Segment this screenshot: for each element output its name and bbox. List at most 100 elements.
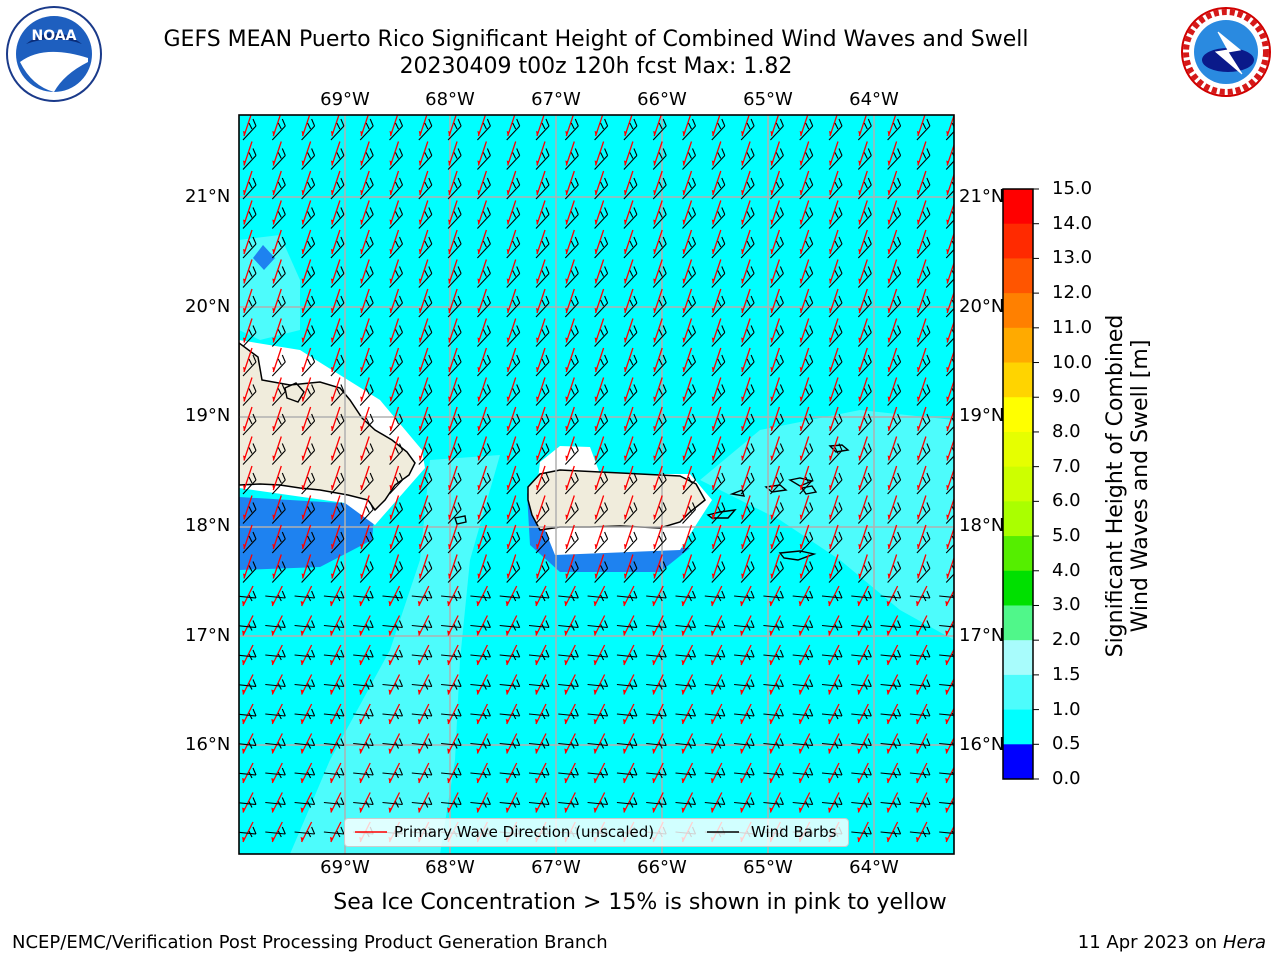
wave-arrow-head — [506, 514, 510, 520]
wave-arrow-head — [593, 778, 597, 783]
wind-barb-flag — [252, 266, 257, 274]
wind-barb-flag — [779, 266, 784, 274]
wind-barb-flag — [336, 535, 341, 543]
wind-barb-shaft — [418, 361, 433, 377]
wind-barb-flag — [750, 708, 755, 717]
wave-arrow-head — [887, 131, 891, 136]
wind-barb-flag — [336, 565, 341, 572]
wind-barb-flag — [307, 388, 312, 395]
wind-barb-flag — [779, 177, 784, 186]
wind-barb-flag — [897, 797, 902, 805]
wave-direction-arrow — [564, 644, 576, 666]
wave-arrow-head — [476, 778, 480, 783]
wind-barb-flag — [545, 413, 550, 422]
wind-barb-flag — [277, 624, 282, 631]
wind-barb-shaft — [799, 155, 814, 170]
wind-barb-shaft — [939, 624, 954, 628]
wind-barb-flag — [688, 299, 692, 307]
wind-barb-shaft — [418, 479, 433, 495]
wind-barb-shaft — [418, 391, 433, 406]
wind-barb-flag — [541, 771, 546, 779]
wind-barb-shaft — [323, 595, 344, 599]
wind-barb-shaft — [359, 332, 374, 347]
wave-arrow-head — [682, 367, 686, 372]
wave-arrow-head — [682, 308, 686, 313]
wave-arrow-head — [741, 249, 745, 254]
wind-barb-shaft — [330, 273, 345, 288]
wind-barb-flag — [838, 797, 843, 805]
wind-barb-shaft — [652, 155, 667, 170]
wave-arrow-head — [858, 337, 862, 343]
wind-barb-flag — [838, 679, 843, 687]
wave-arrow-head — [329, 689, 333, 695]
wave-arrow-head — [858, 249, 862, 254]
wind-barb-shaft — [301, 302, 316, 318]
wind-barb-shaft — [506, 479, 521, 495]
wind-barb-shaft — [330, 391, 345, 406]
wind-barb-shaft — [476, 450, 491, 465]
wind-barb-flag — [863, 653, 868, 661]
wind-barb-flag — [486, 148, 491, 156]
wind-barb-flag — [775, 565, 780, 572]
wave-arrow-head — [886, 660, 890, 665]
wind-barb-flag — [395, 122, 399, 130]
wave-arrow-head — [916, 544, 920, 549]
wind-barb-shaft — [418, 155, 433, 170]
wind-barb-flag — [834, 152, 839, 159]
wave-arrow-head — [828, 748, 831, 754]
wind-barb-flag — [809, 207, 814, 215]
wind-barb-flag — [867, 354, 872, 363]
wind-barb-flag — [956, 591, 959, 598]
wind-barb-flag — [809, 384, 814, 392]
wind-barb-flag — [277, 771, 282, 779]
wind-barb-flag — [600, 358, 605, 366]
wave-arrow-head — [741, 573, 745, 579]
wind-barb-flag — [893, 299, 898, 307]
wind-barb-shaft — [587, 595, 608, 599]
wind-barb-flag — [541, 181, 546, 189]
wave-arrow-head — [536, 426, 539, 431]
wave-arrow-head — [915, 778, 919, 783]
wind-barb-shaft — [763, 801, 784, 806]
wave-arrow-head — [711, 485, 715, 490]
wind-barb-shaft — [769, 479, 784, 495]
footer-date: 11 Apr 2023 on Hera — [1078, 932, 1266, 953]
map-legend: Primary Wave Direction (unscaled) Wind B… — [344, 818, 849, 847]
wind-barb-flag — [867, 295, 872, 304]
wave-arrow-head — [915, 807, 919, 813]
wind-barb-flag — [717, 594, 722, 602]
wave-direction-arrow — [799, 733, 811, 754]
wind-barb-flag — [369, 767, 374, 776]
wind-barb-shaft — [828, 509, 843, 524]
wind-barb-shaft — [769, 450, 784, 465]
wind-barb-shaft — [828, 568, 843, 583]
wind-barb-flag — [457, 797, 462, 805]
wind-barb-flag — [311, 236, 316, 245]
wind-barb-flag — [486, 118, 491, 127]
wave-arrow-head — [448, 455, 452, 461]
wind-barb-flag — [863, 447, 868, 454]
wind-barb-shaft — [294, 772, 315, 776]
wind-barb-flag — [369, 118, 374, 127]
wind-barb-shaft — [382, 772, 403, 776]
wind-barb-flag — [721, 384, 726, 392]
wind-barb-flag — [838, 472, 843, 481]
lon-label: 64°W — [849, 89, 899, 110]
wind-barb-flag — [658, 624, 663, 631]
wind-barb-flag — [311, 325, 316, 333]
wave-direction-arrow — [564, 792, 576, 813]
wind-barb-flag — [398, 295, 404, 304]
wave-arrow-head — [360, 455, 364, 461]
wave-arrow-head — [417, 689, 421, 695]
wind-barb-flag — [453, 447, 458, 454]
wave-direction-arrow — [799, 703, 811, 725]
wind-barb-flag — [574, 738, 579, 746]
wave-direction-arrow — [594, 703, 606, 725]
wind-barb-shaft — [799, 214, 814, 229]
wave-arrow-head — [829, 573, 832, 579]
wave-direction-arrow — [740, 674, 752, 695]
wind-barb-flag — [775, 683, 780, 690]
wind-barb-flag — [893, 270, 898, 277]
wind-barb-flag — [311, 797, 316, 805]
wave-arrow-head — [593, 748, 597, 754]
